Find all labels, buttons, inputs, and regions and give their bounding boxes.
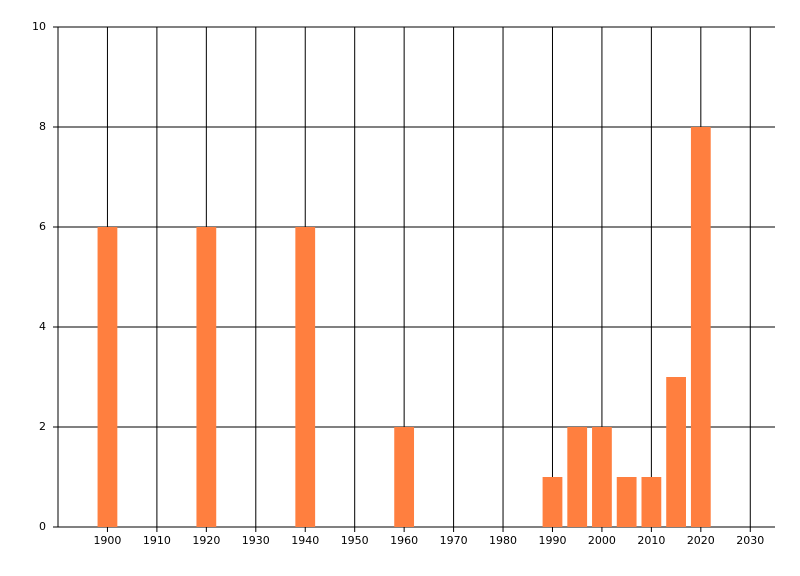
x-tick-label: 1990 bbox=[538, 534, 566, 547]
x-tick-label: 1940 bbox=[291, 534, 319, 547]
y-tick-label: 6 bbox=[39, 220, 46, 233]
bar bbox=[666, 377, 686, 527]
bar bbox=[592, 427, 612, 527]
x-tick-label: 1950 bbox=[341, 534, 369, 547]
x-tick-label: 2000 bbox=[588, 534, 616, 547]
x-tick-label: 2020 bbox=[687, 534, 715, 547]
bar bbox=[97, 227, 118, 527]
bar bbox=[196, 227, 217, 527]
x-tick-label: 1970 bbox=[440, 534, 468, 547]
bar bbox=[295, 227, 316, 527]
y-tick-label: 2 bbox=[39, 420, 46, 433]
x-tick-label: 1930 bbox=[242, 534, 270, 547]
bar bbox=[616, 477, 637, 527]
x-tick-label: 1900 bbox=[93, 534, 121, 547]
x-tick-label: 1920 bbox=[192, 534, 220, 547]
bar bbox=[641, 477, 662, 527]
y-tick-label: 8 bbox=[39, 120, 46, 133]
bar bbox=[542, 477, 563, 527]
y-tick-label: 10 bbox=[32, 20, 46, 33]
y-tick-label: 0 bbox=[39, 520, 46, 533]
x-tick-label: 1910 bbox=[143, 534, 171, 547]
y-tick-label: 4 bbox=[39, 320, 46, 333]
x-tick-label: 1960 bbox=[390, 534, 418, 547]
bar bbox=[394, 427, 415, 527]
x-tick-label: 1980 bbox=[489, 534, 517, 547]
bar bbox=[567, 427, 588, 527]
x-tick-label: 2030 bbox=[736, 534, 764, 547]
x-tick-label: 2010 bbox=[637, 534, 665, 547]
bar bbox=[690, 127, 711, 527]
